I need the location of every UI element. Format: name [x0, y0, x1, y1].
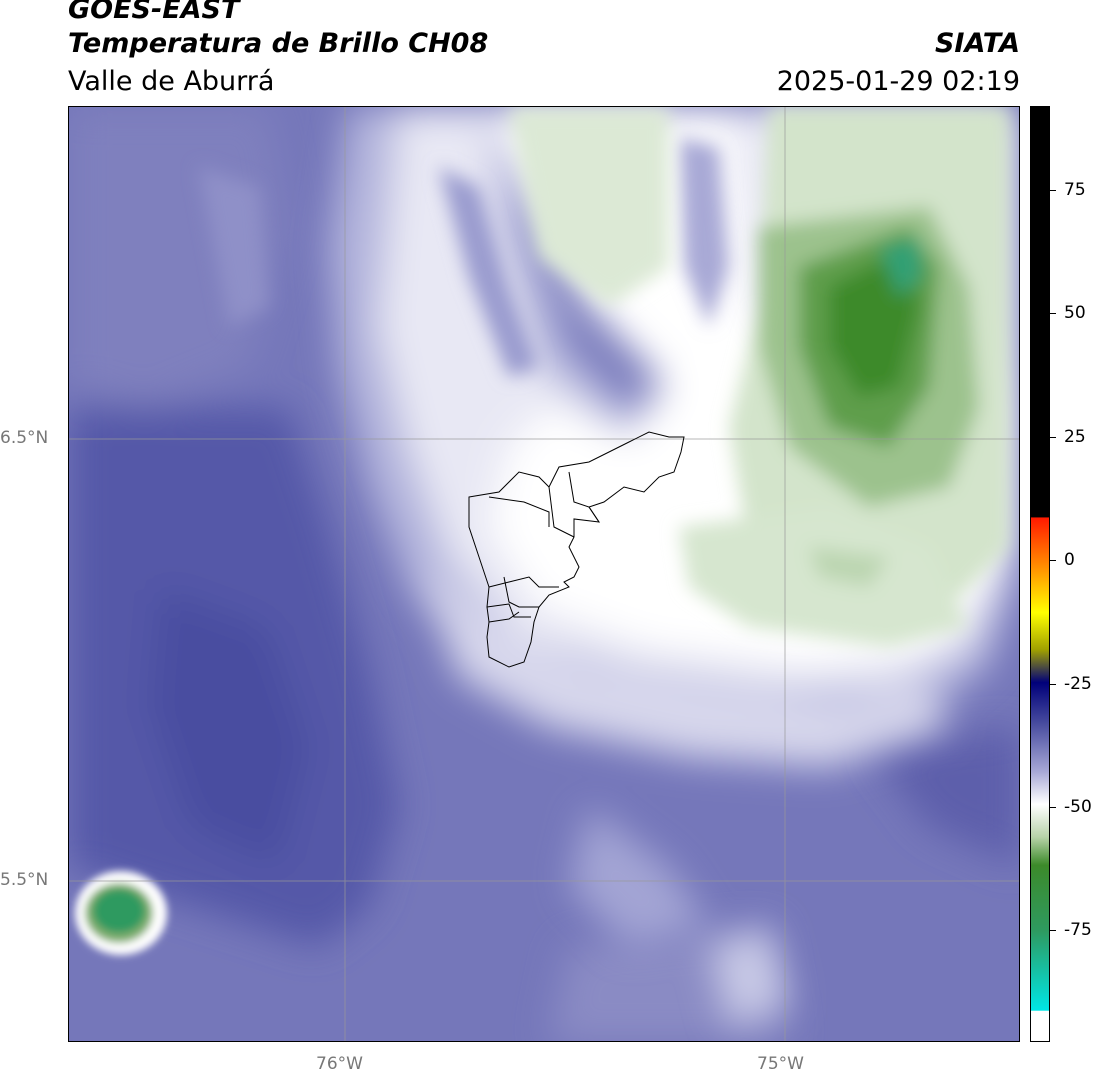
datetime-label: 2025-01-29 02:19 [776, 66, 1020, 97]
colorbar-tick-0: 0 [1064, 550, 1075, 570]
warm-green-region [509, 107, 1009, 647]
colorbar [1030, 106, 1050, 1042]
municipality-boundaries [468, 431, 685, 668]
lat-label-6-5: 6.5°N [0, 428, 49, 448]
cold-streaks [199, 137, 729, 377]
lon-label-76: 76°W [316, 1054, 363, 1074]
colorbar-tickmark [1050, 437, 1056, 438]
product-title: Temperatura de Brillo CH08 [68, 28, 489, 59]
colorbar-tickmark [1050, 807, 1056, 808]
brightness-temperature-map[interactable] [68, 106, 1020, 1042]
institution-label: SIATA [934, 28, 1020, 59]
map-canvas [69, 107, 1019, 1041]
colorbar-tick-50: 50 [1064, 303, 1086, 323]
colorbar-tick-minus50: -50 [1064, 797, 1092, 817]
lat-label-5-5: 5.5°N [0, 870, 49, 890]
colorbar-tickmark [1050, 684, 1056, 685]
lon-label-75: 75°W [757, 1054, 804, 1074]
colorbar-tick-75: 75 [1064, 180, 1086, 200]
colorbar-tick-minus25: -25 [1064, 674, 1092, 694]
region-subtitle: Valle de Aburrá [68, 66, 275, 97]
colorbar-tickmark [1050, 560, 1056, 561]
colorbar-tick-minus75: -75 [1064, 920, 1092, 940]
warm-blob-southwest [75, 871, 167, 955]
colorbar-tickmark [1050, 930, 1056, 931]
colorbar-tickmark [1050, 190, 1056, 191]
satellite-title: GOES-EAST [68, 0, 240, 25]
colorbar-tick-25: 25 [1064, 427, 1086, 447]
colorbar-tickmark [1050, 313, 1056, 314]
graticule [69, 107, 1019, 1041]
